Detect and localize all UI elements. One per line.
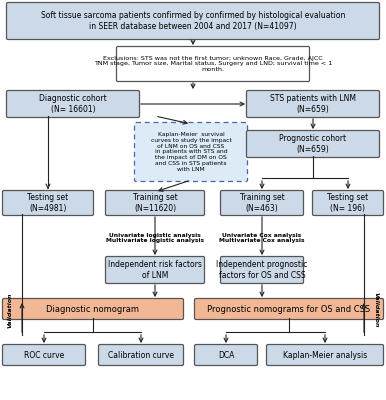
Text: STS patients with LNM
(N=659): STS patients with LNM (N=659) [270,94,356,114]
FancyBboxPatch shape [7,90,139,118]
Text: Independent prognostic
factors for OS and CSS: Independent prognostic factors for OS an… [216,260,308,280]
FancyBboxPatch shape [117,46,310,82]
Text: Kaplan-Meier analysis: Kaplan-Meier analysis [283,350,367,360]
FancyBboxPatch shape [134,122,247,182]
Text: DCA: DCA [218,350,234,360]
Text: Univariate logistic analysis
Multivariate logistic analysis: Univariate logistic analysis Multivariat… [106,232,204,243]
Text: Diagnostic nomogram: Diagnostic nomogram [46,304,139,314]
FancyBboxPatch shape [7,2,379,40]
Text: Validation: Validation [7,292,12,328]
FancyBboxPatch shape [98,344,183,366]
Text: Testing set
(N= 196): Testing set (N= 196) [327,193,369,213]
FancyBboxPatch shape [266,344,384,366]
Text: Prognostic cohort
(N=659): Prognostic cohort (N=659) [279,134,347,154]
Text: Kaplan-Meier  survival
curves to study the impact
of LNM on OS and CSS
in patien: Kaplan-Meier survival curves to study th… [151,132,232,172]
FancyBboxPatch shape [2,298,183,320]
Text: Training set
(N=463): Training set (N=463) [240,193,284,213]
FancyBboxPatch shape [247,130,379,158]
Text: Validation: Validation [374,292,379,328]
FancyBboxPatch shape [195,344,257,366]
Text: Calibration curve: Calibration curve [108,350,174,360]
FancyBboxPatch shape [195,298,384,320]
Text: ROC curve: ROC curve [24,350,64,360]
FancyBboxPatch shape [247,90,379,118]
FancyBboxPatch shape [2,344,86,366]
Text: Testing set
(N=4981): Testing set (N=4981) [27,193,69,213]
Text: Exclusions: STS was not the first tumor; unknown Race, Grade, AJCC
TNM stage, Tu: Exclusions: STS was not the first tumor;… [94,56,332,72]
FancyBboxPatch shape [220,256,303,284]
FancyBboxPatch shape [105,256,205,284]
FancyBboxPatch shape [105,190,205,216]
FancyBboxPatch shape [2,190,93,216]
Text: Training set
(N=11620): Training set (N=11620) [133,193,178,213]
Text: Independent risk factors
of LNM: Independent risk factors of LNM [108,260,202,280]
Text: Univariate Cox analysis
Multivariate Cox analysis: Univariate Cox analysis Multivariate Cox… [219,232,305,243]
Text: Diagnostic cohort
(N= 16601): Diagnostic cohort (N= 16601) [39,94,107,114]
FancyBboxPatch shape [313,190,384,216]
FancyBboxPatch shape [220,190,303,216]
Text: Prognostic nomograms for OS and CSS: Prognostic nomograms for OS and CSS [207,304,371,314]
Text: Soft tissue sarcoma patients confirmed by confirmed by histological evaluation
i: Soft tissue sarcoma patients confirmed b… [41,11,345,31]
